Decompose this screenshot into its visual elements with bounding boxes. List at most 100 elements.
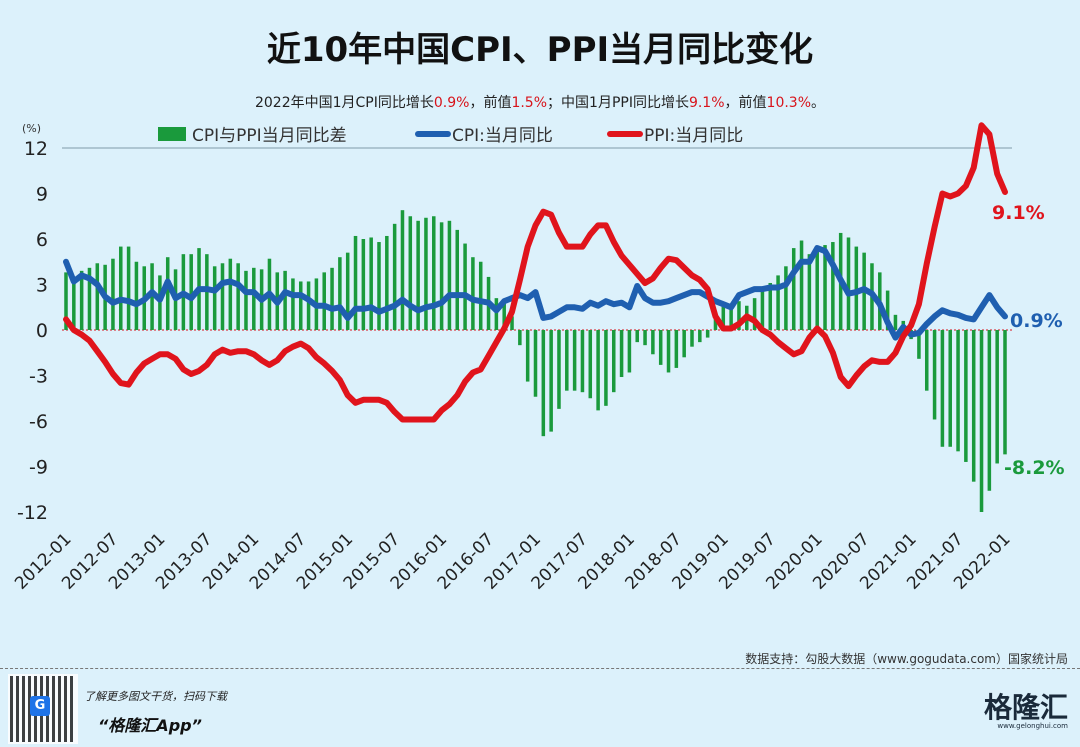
y-tick-label: 9 [36, 184, 48, 206]
bar-diff [737, 301, 741, 330]
bar-diff [377, 242, 381, 330]
subtitle-text: 2022年中国1月CPI同比增长 [254, 95, 434, 111]
bar-diff [439, 222, 444, 330]
bar-diff [306, 281, 311, 330]
bar-diff [150, 263, 154, 330]
bar-diff [1003, 330, 1007, 455]
chart-title: 近10年中国CPI、PPI当月同比变化 [266, 30, 814, 70]
bar-diff [283, 270, 287, 330]
line-cpi [63, 245, 1008, 341]
y-tick-label: 3 [36, 275, 48, 297]
line-ppi [63, 122, 1008, 423]
bar-diff [432, 216, 436, 330]
legend-label-diff: CPI与PPI当月同比差 [192, 126, 347, 146]
bar-diff [518, 330, 522, 346]
bar-diff [392, 223, 397, 330]
promo-text: 了解更多图文干货，扫码下载 [84, 690, 227, 703]
bar-diff [956, 330, 960, 452]
bar-diff [846, 237, 851, 330]
bar-diff [651, 330, 655, 355]
bar-diff [424, 217, 428, 330]
y-tick-label: 0 [36, 320, 48, 342]
bar-diff [95, 263, 100, 330]
bar-diff [330, 267, 334, 330]
bar-diff [557, 330, 561, 409]
bar-diff [244, 270, 248, 330]
bar-diff [298, 281, 303, 330]
bar-diff [322, 272, 326, 330]
legend-swatch-diff [158, 127, 186, 141]
bar-diff [971, 330, 976, 482]
bar-diff [111, 258, 115, 330]
bar-diff [87, 267, 92, 330]
bar-diff [666, 330, 671, 373]
bar-diff [416, 220, 420, 330]
bar-diff [721, 305, 726, 330]
chart-subtitle: 2022年中国1月CPI同比增长0.9%，前值1.5%；中国1月PPI同比增长9… [0, 92, 1080, 112]
bar-diff [580, 330, 585, 393]
bar-diff [799, 240, 804, 330]
bar-diff [948, 330, 952, 447]
bar-diff [236, 263, 240, 330]
bar-diff [604, 330, 608, 406]
bar-diff [643, 330, 647, 346]
footer-divider [0, 668, 1080, 669]
bar-diff [658, 330, 663, 365]
bar-diff [502, 302, 506, 330]
bar-diff [885, 290, 890, 330]
bar-diff [924, 330, 929, 391]
bar-diff [361, 239, 366, 330]
bar-diff [807, 254, 812, 330]
y-tick-label: -3 [29, 366, 48, 388]
bar-diff [698, 330, 702, 343]
bar-diff [831, 242, 835, 330]
bar-diff [220, 263, 225, 330]
bar-diff [784, 266, 788, 330]
bar-diff [729, 308, 733, 330]
y-tick-label: -9 [29, 457, 48, 479]
bar-diff [79, 270, 84, 330]
bar-diff [690, 330, 694, 347]
bar-diff [126, 246, 131, 330]
bar-diff [165, 257, 170, 330]
y-tick-label: 6 [36, 229, 48, 251]
bar-diff [596, 330, 600, 411]
bar-diff [510, 316, 514, 330]
bar-diff [791, 248, 796, 330]
bar-diff [611, 330, 616, 393]
bar-diff [134, 261, 139, 330]
bar-diff [682, 330, 686, 358]
bar-diff [369, 237, 373, 330]
bar-diff [353, 235, 358, 330]
bar-diff [776, 275, 780, 330]
legend-label-ppi: PPI:当月同比 [644, 126, 743, 146]
bar-diff [705, 330, 710, 338]
subtitle-ppi-value: 9.1% [688, 95, 725, 111]
bar-diff [940, 330, 945, 447]
subtitle-text: ，前值 [724, 95, 767, 111]
bar-diff [713, 314, 718, 330]
data-source: 数据支持：勾股大数据（www.gogudata.com）国家统计局 [745, 652, 1068, 666]
bar-diff [471, 257, 475, 330]
bar-diff [541, 330, 546, 437]
bar-diff [119, 246, 123, 330]
logo-text: 格隆汇 [983, 691, 1068, 724]
end-label-diff: -8.2% [1004, 457, 1065, 479]
bar-diff [64, 272, 68, 330]
subtitle-cpi-value: 0.9% [433, 95, 470, 111]
logo-url: www.gelonghui.com [997, 722, 1068, 730]
bar-diff [588, 330, 593, 399]
qr-logo-icon: G [30, 696, 50, 716]
app-name: “格隆汇App” [98, 716, 202, 735]
end-label-cpi: 0.9% [1010, 310, 1063, 332]
bar-diff [252, 267, 256, 330]
bar-diff [478, 261, 483, 330]
bar-diff [854, 246, 859, 330]
legend: CPI与PPI当月同比差 CPI:当月同比 PPI:当月同比 [158, 126, 743, 146]
bar-diff [189, 254, 193, 330]
bar-diff [228, 258, 233, 330]
subtitle-text: 。 [811, 95, 826, 111]
bar-diff [995, 330, 999, 464]
brand-logo: 格隆汇 www.gelonghui.com [984, 686, 1068, 730]
bar-diff [291, 278, 295, 330]
